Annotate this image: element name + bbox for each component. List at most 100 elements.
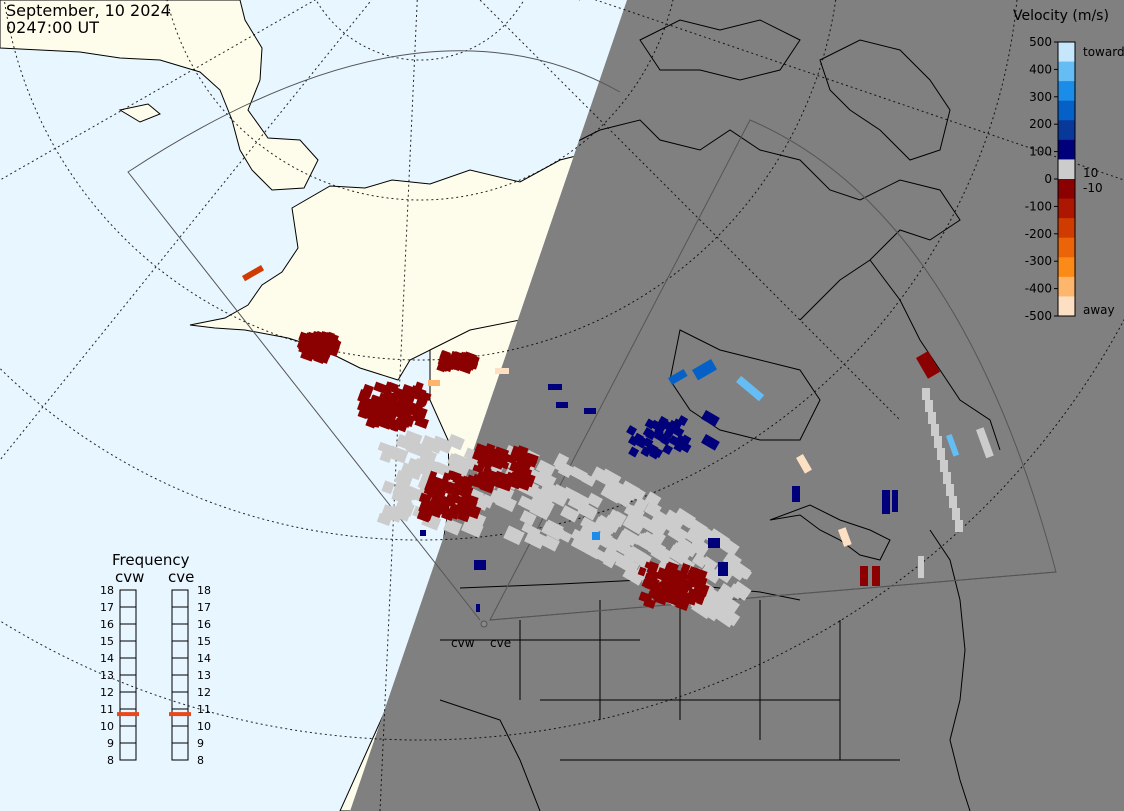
scatter-cell xyxy=(687,591,700,603)
scatter-cell xyxy=(517,476,532,491)
frequency-level-label: 14 xyxy=(100,652,114,665)
scatter-cell xyxy=(458,487,468,497)
scatter-cell xyxy=(882,490,890,514)
frequency-level-label: 15 xyxy=(100,635,114,648)
scatter-cell xyxy=(474,560,486,570)
scatter-cell xyxy=(677,577,692,592)
scatter-cell xyxy=(838,527,852,547)
scatter-cell xyxy=(928,412,936,424)
frequency-level-label: 11 xyxy=(100,703,114,716)
velocity-color-segment xyxy=(1058,139,1075,160)
scatter-cell xyxy=(666,544,689,565)
scatter-cell xyxy=(536,469,551,484)
scatter-cell xyxy=(503,525,525,546)
scatter-cell xyxy=(373,381,389,394)
velocity-tick-label: -300 xyxy=(1025,254,1052,268)
scatter-cell xyxy=(626,425,638,437)
velocity-color-segment xyxy=(1058,296,1075,317)
scatter-cell xyxy=(632,432,644,444)
velocity-color-segment xyxy=(1058,120,1075,141)
velocity-tick-label: 500 xyxy=(1029,35,1052,49)
scatter-cell xyxy=(713,608,735,628)
scatter-cell xyxy=(531,487,556,509)
scatter-cell xyxy=(673,507,696,529)
scatter-cell xyxy=(464,493,479,504)
velocity-tick-label: -400 xyxy=(1025,282,1052,296)
scatter-cell xyxy=(619,493,633,506)
frequency-level-label: 17 xyxy=(100,601,114,614)
velocity-tick-label: -100 xyxy=(1025,199,1052,213)
velocity-small-positive-label: 10 xyxy=(1083,166,1098,180)
frequency-level-label: 8 xyxy=(197,754,204,767)
scatter-cell xyxy=(735,375,765,402)
scatter-cell xyxy=(428,479,441,493)
velocity-color-segment xyxy=(1058,257,1075,278)
scatter-cell xyxy=(440,482,453,493)
baffin-island xyxy=(819,39,951,161)
frequency-radar-cvw: cvw xyxy=(115,568,144,586)
scatter-cell xyxy=(457,477,474,491)
scatter-cell xyxy=(495,493,518,513)
state-borders xyxy=(439,600,900,811)
scatter-cell xyxy=(637,514,658,532)
scatter-cell xyxy=(655,581,673,597)
scatter-cell xyxy=(548,384,562,390)
scatter-cell xyxy=(949,496,957,508)
velocity-color-segment xyxy=(1058,198,1075,219)
scatter-cell xyxy=(713,597,734,617)
cvw-site-marker xyxy=(480,620,488,628)
scatter-cell xyxy=(428,380,440,386)
scatter-cell xyxy=(392,450,407,463)
velocity-tick-label: -200 xyxy=(1025,227,1052,241)
date-label: September, 10 2024 xyxy=(6,1,171,20)
scatter-cell xyxy=(652,428,664,440)
scatter-cell xyxy=(680,434,692,446)
scatter-cell xyxy=(691,359,718,381)
scatter-cell xyxy=(691,552,708,569)
scatter-cell xyxy=(644,491,662,508)
scatter-cell xyxy=(499,452,511,466)
scatter-cell xyxy=(535,459,556,478)
scatter-cell xyxy=(934,436,942,448)
scatter-cell xyxy=(390,419,401,432)
velocity-small-negative-label: -10 xyxy=(1083,181,1103,195)
scatter-cell xyxy=(646,561,659,576)
scatter-cell xyxy=(637,566,647,577)
scatter-cell xyxy=(318,340,332,353)
frequency-level-label: 18 xyxy=(197,584,211,597)
us-east-coast xyxy=(929,529,971,811)
scatter-cell xyxy=(453,494,464,505)
cvw-site-label: cvw xyxy=(451,636,475,650)
scatter-cell xyxy=(692,581,710,597)
scatter-cell xyxy=(242,265,265,282)
scatter-cell xyxy=(519,509,537,527)
frequency-level-label: 11 xyxy=(197,703,211,716)
scatter-cell xyxy=(517,495,539,513)
scatter-cell xyxy=(685,569,695,582)
scatter-cell xyxy=(701,434,720,451)
scatter-cell xyxy=(946,433,960,457)
scatter-cell xyxy=(391,490,414,506)
scatter-cell xyxy=(439,495,452,510)
scatter-cell xyxy=(644,418,656,430)
scatter-cell xyxy=(443,518,463,536)
scatter-cell xyxy=(653,510,675,531)
scatter-cell xyxy=(403,430,423,445)
scatter-cell xyxy=(303,333,313,343)
scatter-cell xyxy=(644,500,662,519)
scatter-cell xyxy=(688,539,709,558)
velocity-legend-title: Velocity (m/s) xyxy=(1013,8,1109,24)
scatter-cell xyxy=(603,546,625,564)
velocity-color-segment xyxy=(1058,276,1075,297)
scatter-cell xyxy=(943,472,951,484)
scatter-cell xyxy=(493,470,509,484)
scatter-cell xyxy=(662,443,674,455)
scatter-cell xyxy=(600,481,625,504)
scatter-cell xyxy=(580,516,602,534)
scatter-cell xyxy=(382,390,395,401)
scatter-cell xyxy=(684,527,707,548)
scatter-cell xyxy=(665,593,681,606)
frequency-level-label: 12 xyxy=(100,686,114,699)
arctic-islands xyxy=(639,19,801,81)
